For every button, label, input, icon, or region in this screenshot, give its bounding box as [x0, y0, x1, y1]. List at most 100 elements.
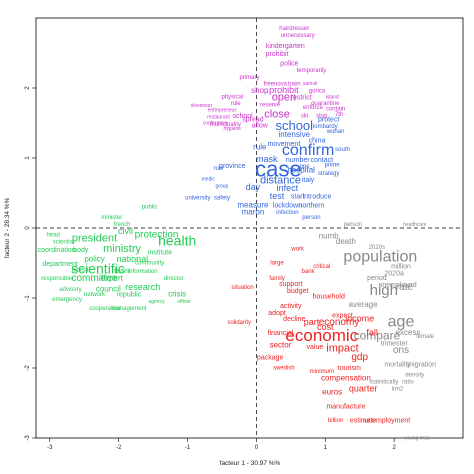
- word-label: number: [286, 157, 310, 164]
- y-tick-label: -1: [25, 295, 31, 301]
- word-label: crisis: [168, 290, 186, 299]
- x-axis-label: facteur 1 - 30.97 %%: [220, 460, 281, 467]
- word-label: minister: [101, 215, 122, 221]
- word-label: lockdown: [273, 202, 302, 209]
- word-label: start: [291, 193, 305, 200]
- word-label: young: [405, 435, 419, 441]
- axis-ticks: -3 -2 -1 0 1 2 -3 -2 -1 0 1 2: [25, 86, 396, 451]
- word-points: hairdresserunnecessarykindergartenprohib…: [38, 26, 437, 441]
- word-label: rule: [231, 101, 242, 107]
- word-label: female: [416, 334, 435, 340]
- word-label: rule: [253, 143, 267, 152]
- word-label: expect: [332, 312, 353, 319]
- word-label: protection: [135, 230, 179, 241]
- word-label: ratio: [402, 380, 414, 386]
- word-label: china: [309, 137, 326, 144]
- word-label: stop: [316, 114, 328, 120]
- word-label: council: [96, 285, 121, 294]
- word-label: shop: [251, 86, 269, 95]
- word-label: adopt: [268, 310, 286, 317]
- word-label: president: [72, 232, 117, 244]
- word-label: estimate: [350, 417, 377, 424]
- word-label: unemployed: [379, 282, 417, 289]
- word-label: period: [367, 275, 387, 282]
- word-label: network: [84, 292, 106, 298]
- word-label: movement: [268, 141, 301, 148]
- x-tick-label: 1: [324, 445, 328, 451]
- word-label: manufacture: [326, 403, 365, 410]
- word-label: prime: [325, 163, 341, 169]
- word-label: compare: [354, 329, 401, 343]
- word-label: billion: [328, 418, 343, 424]
- word-label: euros: [322, 388, 342, 397]
- word-label: hygiene: [224, 126, 242, 132]
- word-label: committee: [71, 273, 118, 284]
- word-label: team: [114, 268, 130, 275]
- word-label: decline: [283, 316, 305, 323]
- word-label: 2020a: [384, 270, 404, 277]
- word-label: temporarily: [297, 68, 327, 74]
- word-label: hairdresser: [279, 26, 309, 32]
- word-label: scientist: [53, 240, 75, 246]
- word-label: contain: [326, 107, 345, 113]
- word-label: average: [349, 300, 378, 309]
- word-label: protect: [318, 116, 339, 123]
- word-label: cost: [317, 322, 334, 332]
- word-label: work: [290, 247, 305, 253]
- word-label: health: [158, 233, 196, 249]
- word-label: agency: [148, 299, 165, 305]
- word-label: restrict: [291, 95, 312, 102]
- word-label: intensive: [278, 130, 310, 139]
- word-label: department: [42, 261, 77, 268]
- word-label: maron: [242, 208, 265, 217]
- word-label: officer: [177, 299, 191, 305]
- word-label: tourism: [338, 365, 361, 372]
- word-label: gdp: [351, 352, 368, 363]
- word-label: day: [246, 182, 261, 192]
- word-label: package: [257, 354, 284, 361]
- word-label: national: [117, 254, 149, 264]
- word-label: bank: [302, 269, 316, 275]
- word-label: case: [255, 156, 301, 181]
- y-tick-label: 2: [25, 86, 31, 90]
- word-label: compensation: [321, 374, 371, 383]
- word-label: head: [47, 233, 60, 239]
- word-label: infect: [277, 183, 299, 193]
- word-label: samsk: [303, 81, 318, 87]
- word-label: management: [111, 306, 146, 312]
- word-label: cooperation: [89, 306, 120, 312]
- word-label: rate: [396, 282, 414, 293]
- word-label: strategy: [318, 171, 339, 177]
- word-label: financial: [268, 330, 294, 337]
- word-label: introduce: [303, 193, 332, 200]
- word-label: republic: [117, 291, 142, 298]
- word-label: public: [142, 205, 158, 211]
- word-label: migration: [407, 361, 436, 368]
- word-label: ski: [301, 114, 308, 120]
- word-label: italy: [302, 177, 315, 184]
- word-label: ons: [393, 345, 409, 356]
- word-label: minimum: [310, 369, 334, 375]
- word-label: impact: [326, 342, 358, 354]
- word-label: support: [279, 281, 302, 288]
- word-label: person: [302, 215, 320, 221]
- word-label: ministry: [103, 243, 141, 255]
- word-label: situation: [231, 285, 253, 291]
- word-label: close: [264, 109, 290, 121]
- word-label: information: [128, 269, 158, 275]
- word-label: quarantine: [311, 101, 340, 107]
- word-label: policy: [84, 255, 104, 264]
- word-label: healthcare: [403, 222, 427, 228]
- word-label: university: [185, 195, 210, 201]
- word-label: test: [270, 191, 285, 201]
- word-label: school: [275, 118, 313, 133]
- word-label: french: [114, 222, 131, 228]
- word-label: economy: [319, 317, 360, 328]
- word-label: budget: [287, 288, 308, 295]
- word-label: coordination: [38, 247, 76, 254]
- word-label: 7th: [335, 112, 343, 118]
- word-label: million: [391, 263, 411, 270]
- word-label: conference: [203, 120, 228, 126]
- word-label: unemployment: [364, 417, 410, 424]
- word-label: density: [405, 373, 424, 379]
